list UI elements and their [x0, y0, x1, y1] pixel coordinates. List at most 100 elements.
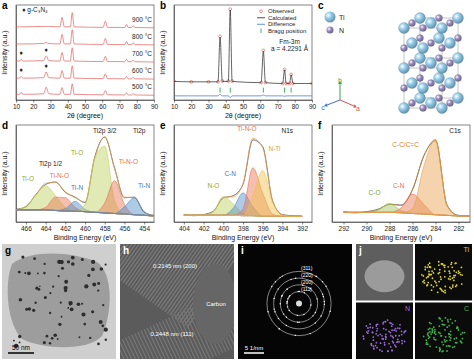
- series-line: [174, 94, 312, 97]
- data: [16, 137, 154, 216]
- map-signal: [447, 266, 449, 268]
- map-signal: [375, 342, 377, 344]
- map-signal: [376, 328, 378, 330]
- map-signal: [373, 348, 375, 350]
- atom-ti: [399, 103, 410, 114]
- map-signal: [434, 280, 436, 282]
- annotation: ♦: [45, 62, 49, 69]
- map-signal: [451, 322, 453, 324]
- series-line: [16, 48, 154, 62]
- atom-n: [447, 20, 454, 27]
- diffraction-spot: [286, 301, 287, 302]
- map-signal: [441, 263, 443, 265]
- x-tick: 90: [151, 100, 159, 110]
- ring-label: (311): [301, 265, 313, 271]
- image-background: [238, 244, 352, 359]
- x-tick: 20: [188, 100, 196, 110]
- y-axis: [174, 126, 175, 223]
- nanoparticle: [43, 272, 46, 275]
- map-signal: [401, 343, 403, 345]
- point: [221, 80, 224, 83]
- x-tick: 40: [65, 100, 73, 110]
- x-tick: 458: [100, 222, 111, 232]
- map-signal: [452, 286, 454, 288]
- legend-symbol: [257, 17, 265, 18]
- nanoparticle: [33, 257, 36, 260]
- map-signal: [455, 271, 457, 273]
- x-tick: 460: [80, 222, 91, 232]
- map-signal: [440, 276, 442, 278]
- map-signal: [441, 289, 443, 291]
- nanoparticle: [68, 301, 72, 305]
- central-spot: [296, 301, 302, 307]
- y-axis-title: Intensity (a.u.): [1, 30, 9, 74]
- series-label: 500 °C: [132, 83, 152, 90]
- atom-ti: [437, 103, 448, 114]
- x-tick: 10: [171, 100, 179, 110]
- atom-ti: [453, 93, 464, 104]
- legend-symbol: [261, 29, 262, 33]
- nanoparticle: [57, 338, 59, 340]
- atom-ti: [407, 38, 418, 49]
- atom-n: [409, 60, 416, 67]
- annotation: Ti-N-O: [119, 158, 138, 165]
- annotation: ♦: [45, 46, 49, 53]
- legend-symbol: [257, 24, 265, 25]
- map-tile: [356, 303, 413, 360]
- panel-label: j: [358, 245, 362, 256]
- x-tick-label: 40: [65, 103, 73, 110]
- panel: e404402400398396394392N1sN-OC-NTi-N-ON-T…: [159, 120, 313, 242]
- x-axis-line: [333, 222, 471, 223]
- diffraction-spot: [304, 292, 305, 293]
- map-signal: [369, 323, 371, 325]
- fringe: [135, 333, 158, 359]
- legend-label: Difference: [268, 21, 296, 27]
- bragg-tick: [284, 88, 285, 93]
- map-signal: [446, 350, 448, 352]
- x-tick: 10: [13, 100, 21, 110]
- ring-label: (220): [301, 272, 313, 278]
- nanoparticle: [18, 271, 21, 274]
- diffraction-spot: [299, 291, 300, 292]
- x-tick: 292: [339, 222, 350, 232]
- map-signal: [438, 261, 440, 263]
- x-tick-label: 454: [139, 225, 150, 232]
- atom-n: [439, 45, 446, 52]
- map-signal: [458, 270, 460, 272]
- atom-ti: [437, 63, 448, 74]
- diffraction-ring: [280, 285, 317, 322]
- diffraction-spot: [286, 301, 287, 302]
- atom-n: [455, 35, 462, 42]
- atoms: [399, 13, 464, 114]
- data: [344, 140, 471, 216]
- y-axis: [174, 6, 175, 101]
- map-signal: [427, 335, 429, 337]
- nanoparticle: [67, 260, 70, 263]
- x-tick: 90: [309, 100, 317, 110]
- map-signal: [392, 323, 394, 325]
- map-signal: [383, 328, 385, 330]
- axis-arrow: [340, 84, 341, 100]
- map-signal: [440, 335, 442, 337]
- annotation: N1s: [282, 127, 294, 134]
- nanoparticle: [18, 335, 21, 338]
- annotation: Ti2p: [133, 127, 146, 135]
- diffraction-spot: [274, 308, 275, 309]
- plot-frame: [16, 125, 154, 222]
- map-signal: [444, 276, 446, 278]
- map-signal: [377, 335, 379, 337]
- annotation: a = 4.2291 Å: [271, 44, 309, 52]
- nanoparticle: [81, 258, 84, 261]
- nanoparticle: [19, 298, 23, 302]
- component-area: [184, 168, 302, 217]
- map-signal: [372, 345, 374, 347]
- axis-label: c: [321, 104, 325, 111]
- nanoparticle: [34, 302, 36, 304]
- panel-label: b: [160, 0, 166, 11]
- micrograph: 0.2145 nm (200)Carbon0.2448 nm (111)h: [67, 161, 260, 361]
- x-tick-label: 394: [277, 225, 288, 232]
- scale-bar-label: 5 1/nm: [245, 345, 263, 351]
- x-tick: 40: [223, 100, 231, 110]
- series-label: 800 °C: [132, 33, 152, 40]
- x-tick-label: 402: [199, 225, 210, 232]
